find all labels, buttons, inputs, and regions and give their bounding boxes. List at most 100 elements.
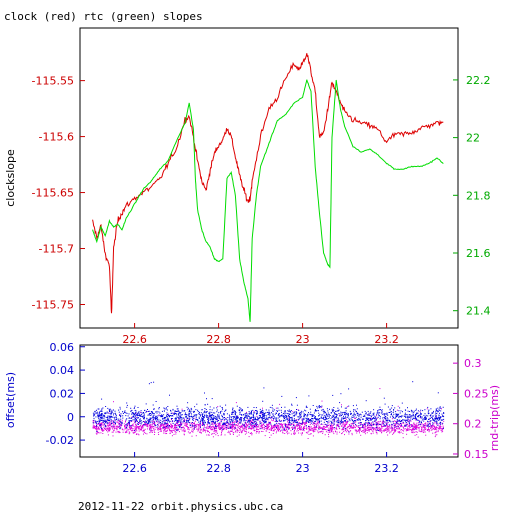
data-point <box>271 419 272 421</box>
data-point <box>345 417 347 419</box>
data-point <box>343 420 345 422</box>
data-point <box>107 415 109 417</box>
data-point <box>188 432 190 434</box>
data-point <box>180 414 182 416</box>
data-point <box>396 426 398 427</box>
data-point <box>256 412 258 414</box>
data-point <box>383 413 385 415</box>
data-point <box>155 420 157 422</box>
data-point <box>102 414 104 416</box>
data-point <box>425 417 427 419</box>
data-point <box>396 414 398 416</box>
data-point <box>392 428 394 430</box>
data-point <box>202 420 203 422</box>
data-point <box>306 427 308 429</box>
data-point <box>195 409 197 411</box>
data-point <box>224 417 225 418</box>
data-point <box>375 419 377 421</box>
data-point <box>166 420 167 421</box>
data-point <box>210 429 212 431</box>
data-point <box>353 410 354 412</box>
data-point <box>273 428 275 430</box>
data-point <box>341 423 343 425</box>
data-point <box>146 433 148 435</box>
data-point <box>205 412 207 414</box>
data-point <box>367 418 369 420</box>
data-point <box>340 420 342 422</box>
data-point <box>92 427 94 429</box>
data-point <box>192 425 194 427</box>
data-point <box>218 426 220 428</box>
data-point <box>313 429 315 431</box>
data-point <box>135 419 137 420</box>
data-point <box>139 421 141 423</box>
data-point <box>380 428 382 430</box>
data-point <box>241 414 243 416</box>
data-point <box>325 429 327 431</box>
data-point <box>252 419 254 421</box>
data-point <box>144 428 146 430</box>
data-point <box>315 419 317 421</box>
data-point <box>138 430 140 432</box>
data-point <box>98 428 100 429</box>
data-point <box>152 419 154 421</box>
data-point <box>206 423 208 425</box>
data-point <box>244 420 246 422</box>
data-point <box>169 433 171 434</box>
data-point <box>167 425 169 427</box>
data-point <box>182 426 184 428</box>
data-point <box>151 431 153 433</box>
data-point <box>132 413 134 415</box>
data-point <box>263 421 265 423</box>
data-point <box>256 413 258 414</box>
data-point <box>165 408 167 410</box>
data-point <box>179 421 181 423</box>
data-point <box>132 432 134 434</box>
data-point <box>212 433 214 435</box>
data-point <box>324 426 326 428</box>
data-point <box>407 415 409 417</box>
data-point <box>435 415 437 417</box>
data-point <box>220 427 221 429</box>
data-point <box>214 423 216 425</box>
data-point <box>414 428 416 430</box>
data-point <box>272 415 274 417</box>
data-point <box>268 429 270 431</box>
data-point <box>208 417 210 419</box>
data-point <box>158 411 160 413</box>
bottom-y-tick-label: 0.02 <box>50 387 75 400</box>
data-point <box>249 433 251 434</box>
data-point <box>253 428 255 430</box>
data-point <box>134 418 136 420</box>
data-point <box>256 425 258 427</box>
data-point <box>120 427 122 429</box>
data-point <box>393 423 395 424</box>
data-point <box>266 423 268 425</box>
data-point <box>318 427 320 429</box>
data-point <box>393 431 395 433</box>
data-point <box>321 423 322 425</box>
data-point <box>283 419 285 421</box>
data-point <box>328 422 330 424</box>
data-point <box>225 424 227 425</box>
data-point <box>103 415 105 416</box>
data-point <box>350 425 352 426</box>
data-point <box>185 419 187 421</box>
data-point <box>234 418 236 420</box>
data-point <box>225 426 227 428</box>
data-point <box>154 417 156 419</box>
data-point <box>279 415 281 417</box>
data-point <box>305 425 307 427</box>
data-point <box>189 409 191 411</box>
data-point <box>116 419 118 420</box>
data-point <box>427 412 429 414</box>
data-point <box>230 419 232 421</box>
data-point <box>324 423 326 425</box>
data-point <box>417 412 419 414</box>
data-point <box>236 417 238 419</box>
data-point <box>411 431 412 433</box>
data-point <box>373 427 375 429</box>
data-point <box>171 419 172 420</box>
data-point <box>101 430 103 431</box>
data-point <box>257 419 259 421</box>
